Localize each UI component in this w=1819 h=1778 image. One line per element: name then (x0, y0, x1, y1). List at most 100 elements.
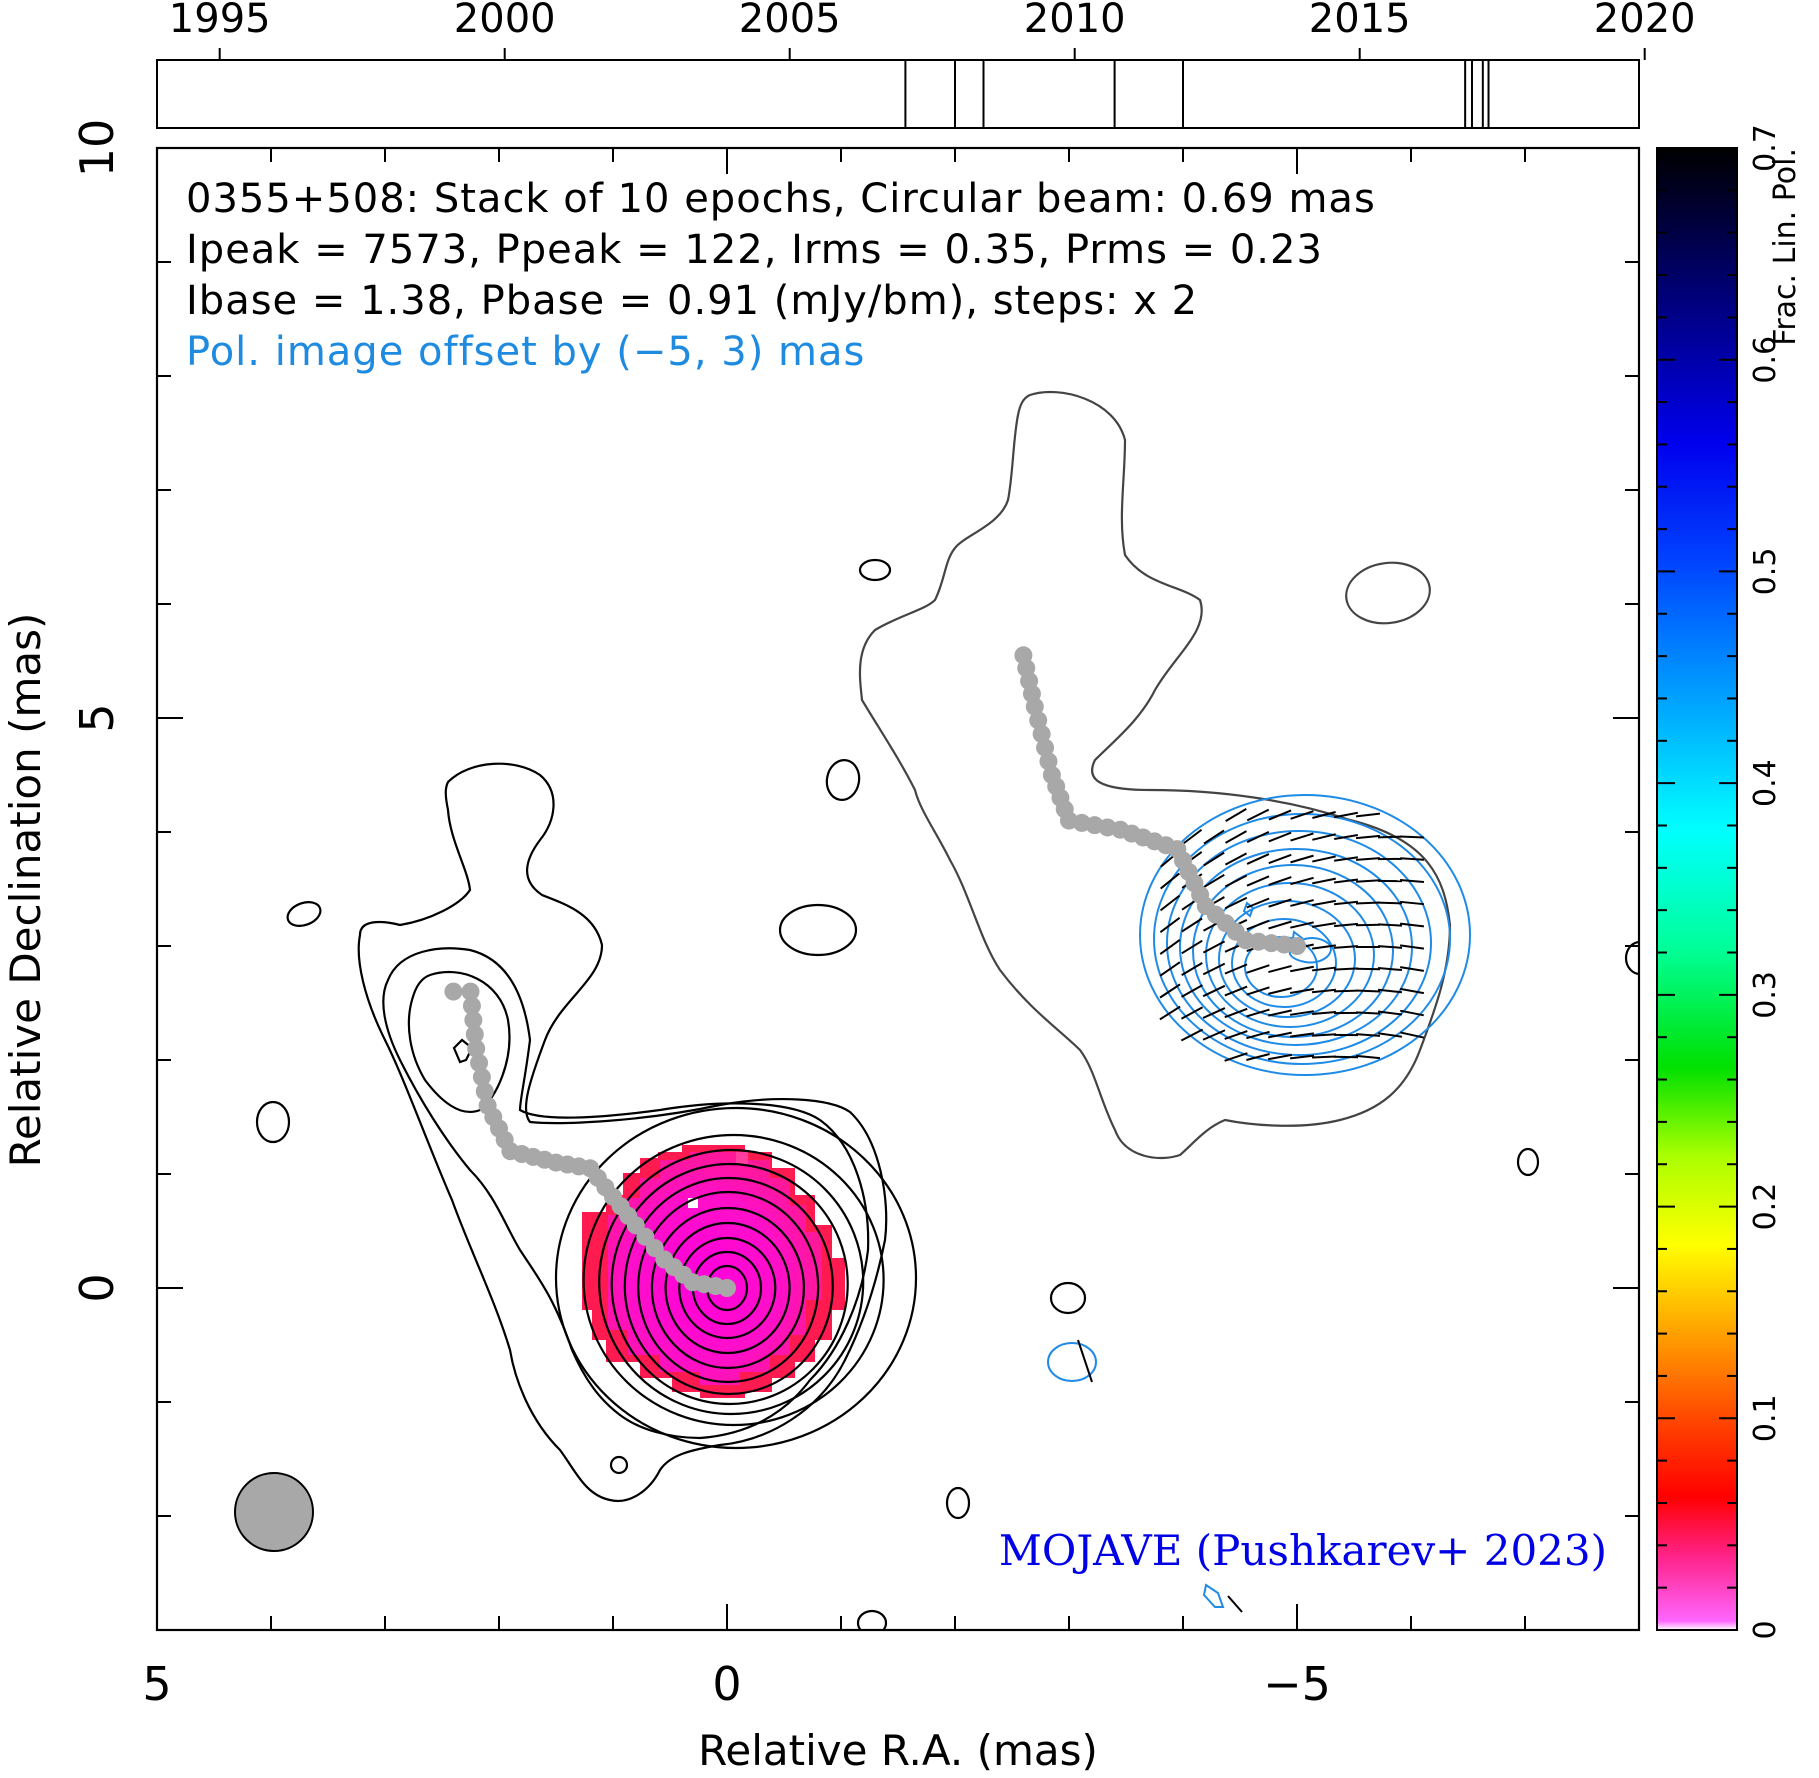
ridge-line (444, 982, 736, 1297)
pol-blob (1202, 1583, 1225, 1608)
evpa-tick (1355, 1033, 1381, 1037)
evpa-tick (1333, 900, 1359, 906)
evpa-tick (1203, 873, 1225, 889)
evpa-tick (1224, 874, 1248, 888)
y-tick-labels: 0 5 10 (70, 119, 124, 1303)
epoch-tick-label: 2020 (1594, 0, 1696, 42)
evpa-tick (1333, 856, 1359, 862)
core-contour (678, 1236, 777, 1340)
contour-blob (255, 1100, 291, 1144)
evpa-tick (1181, 828, 1203, 846)
evpa-tick (1399, 857, 1425, 861)
evpa-tick (1202, 1007, 1226, 1019)
evpa-tick (1289, 1054, 1315, 1060)
core-contour (582, 1133, 885, 1427)
evpa-tick (1377, 988, 1403, 994)
evpa-tick (1333, 834, 1359, 840)
core-contour (650, 1206, 806, 1370)
core-contour (664, 1221, 791, 1355)
evpa-tick (1290, 899, 1314, 907)
ridge-point (1014, 646, 1033, 665)
evpa-tick (1311, 922, 1337, 928)
evpa-tick (1268, 1053, 1292, 1061)
title-line-3: Ibase = 1.38, Pbase = 0.91 (mJy/bm), ste… (186, 278, 1198, 324)
evpa-tick (1246, 875, 1270, 887)
map-panel: 0355+508: Stack of 10 epochs, Circular b… (1, 48, 1646, 1775)
evpa-tick (1377, 945, 1403, 949)
jet-outer-contour (858, 390, 1452, 1160)
epoch-tick-labels: 1995 2000 2005 2010 2015 2020 (169, 0, 1696, 42)
evpa-tick (1377, 1032, 1403, 1038)
colorbar-gradient (1657, 148, 1737, 1630)
evpa-tick (1180, 1006, 1204, 1020)
contour-blob (945, 1486, 971, 1520)
evpa-tick (1311, 1011, 1337, 1015)
evpa-tick (1246, 964, 1270, 974)
evpa-tick (1159, 917, 1181, 933)
core-contour (637, 1190, 820, 1384)
colorbar-tick-label: 0.4 (1748, 759, 1783, 807)
evpa-tick (1399, 944, 1425, 950)
colorbar-tick-label: 0.7 (1748, 124, 1783, 172)
evpa-tick (1181, 984, 1203, 998)
pol-contour (1231, 918, 1337, 1008)
evpa-tick (1355, 1011, 1381, 1015)
evpa-tick (1333, 989, 1359, 993)
fpol-pixel (736, 1152, 748, 1164)
pol-contour (1166, 830, 1432, 1056)
evpa-tick (1290, 832, 1314, 842)
evpa-tick (1290, 854, 1314, 864)
ridge-point (1036, 738, 1055, 757)
evpa-tick (1312, 811, 1336, 819)
evpa-tick (1355, 834, 1381, 840)
core-contour (623, 1176, 834, 1396)
epoch-tick-label: 2000 (454, 0, 556, 42)
evpa-tick (1202, 984, 1226, 998)
offset-note: Pol. image offset by (−5, 3) mas (186, 329, 865, 375)
evpa-tick (1202, 1029, 1226, 1041)
ridge-point (478, 1096, 497, 1115)
evpa-tick (1246, 897, 1270, 909)
evpa-tick (1246, 1053, 1270, 1061)
evpa-tick (1290, 921, 1314, 929)
evpa-tick (1399, 879, 1425, 883)
map-frame (155, 146, 1641, 1632)
evpa-tick (1355, 857, 1381, 861)
evpa-tick (1159, 894, 1181, 912)
evpa-tick (1290, 876, 1314, 886)
epoch-tick-label: 1995 (169, 0, 271, 42)
evpa-tick (1181, 939, 1203, 955)
evpa-tick (1377, 1010, 1403, 1016)
evpa-tick (1224, 852, 1248, 866)
ridge-point (461, 982, 480, 1001)
evpa-tick (1333, 945, 1359, 949)
contour-blob (858, 558, 892, 582)
evpa-tick (1159, 983, 1181, 999)
evpa-tick (1377, 835, 1403, 839)
evpa-tick (1400, 1009, 1424, 1017)
colorbar-ticks: 0 0.1 0.2 0.3 0.4 0.5 0.6 0.7 (1657, 124, 1783, 1640)
evpa-tick (1202, 940, 1226, 954)
title-line-1: 0355+508: Stack of 10 epochs, Circular b… (186, 176, 1376, 222)
colorbar-frame (1656, 147, 1738, 1631)
evpa-tick (1333, 1055, 1359, 1059)
evpa-tick (1290, 965, 1314, 973)
evpa-tick (1290, 810, 1314, 820)
evpa-tick (1311, 1055, 1337, 1059)
epoch-tick-label: 2005 (739, 0, 841, 42)
evpa-tick (1224, 1052, 1248, 1062)
ridge-point (465, 1025, 484, 1044)
evpa-tick (1225, 808, 1247, 822)
contour-blob (1345, 561, 1431, 625)
evpa-tick (1180, 1028, 1204, 1042)
evpa-tick (1355, 812, 1381, 818)
ridge-point (475, 1082, 494, 1101)
evpa-tick (1355, 901, 1381, 905)
polarization-noise (1047, 901, 1304, 1608)
contour-knot (452, 1038, 474, 1064)
evpa-tick (1289, 1010, 1315, 1016)
contour-loop (407, 970, 511, 1113)
credit-label: MOJAVE (Pushkarev+ 2023) (999, 1526, 1607, 1575)
evpa-tick (1225, 830, 1247, 844)
ridge-point (1032, 724, 1051, 743)
